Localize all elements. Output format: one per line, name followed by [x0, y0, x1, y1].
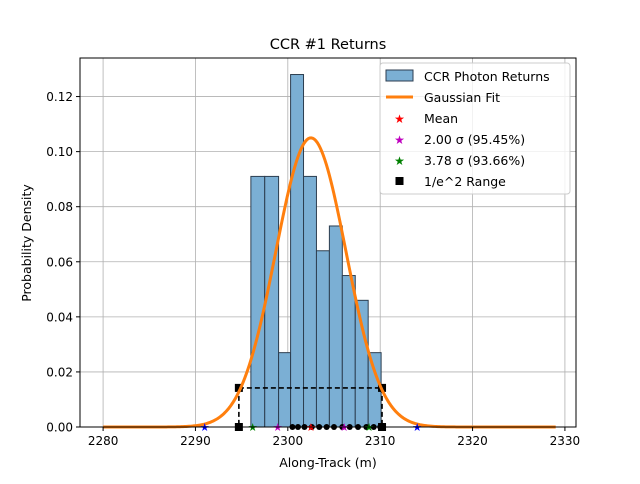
y-axis-label: Probability Density — [19, 184, 34, 302]
legend-swatch-sigma378: ★ — [394, 154, 405, 168]
y-tick-label-2: 0.04 — [46, 310, 73, 324]
histogram-bar-3 — [290, 74, 305, 428]
x-axis-label: Along-Track (m) — [279, 455, 377, 470]
legend-label-e2: 1/e^2 Range — [424, 174, 506, 189]
y-tick-label-1: 0.02 — [46, 365, 73, 379]
legend-swatch-e2 — [395, 177, 404, 185]
legend-label-fit: Gaussian Fit — [424, 90, 500, 105]
x-tick-label-1: 2290 — [180, 434, 211, 448]
legend-swatch-mean: ★ — [394, 112, 405, 126]
histogram-bar-7 — [341, 275, 356, 428]
legend-label-histogram: CCR Photon Returns — [424, 69, 550, 84]
x-tick-label-3: 2310 — [365, 434, 396, 448]
legend-label-mean: Mean — [424, 111, 458, 126]
y-tick-label-6: 0.12 — [46, 90, 73, 104]
histogram-bar-6 — [328, 225, 343, 428]
x-tick-label-2: 2300 — [273, 434, 304, 448]
histogram-bar-0 — [250, 175, 266, 428]
axes — [79, 57, 577, 428]
histogram-bar-5 — [315, 250, 330, 428]
legend-frame — [379, 62, 571, 195]
x-tick-label-5: 2330 — [550, 434, 581, 448]
e2-range-marker-0 — [234, 383, 243, 392]
plot-frame — [79, 57, 577, 428]
legend: CCR Photon Returns Gaussian Fit ★ Mean ★… — [379, 62, 571, 195]
x-tick-label-4: 2320 — [457, 434, 488, 448]
legend-swatch-histogram — [385, 69, 414, 82]
x-tick-label-0: 2280 — [88, 434, 119, 448]
y-tick-label-3: 0.06 — [46, 255, 73, 269]
legend-label-sigma378: 3.78 σ (93.66%) — [424, 153, 525, 168]
histogram-bar-4 — [303, 175, 317, 428]
ticks: 2280 2290 2300 2310 2320 2330 0.00 0.02 0.04 0.06… — [46, 90, 580, 448]
legend-label-sigma2: 2.00 σ (95.45%) — [424, 132, 525, 147]
histogram-bars — [250, 74, 382, 428]
y-tick-label-0: 0.00 — [46, 421, 73, 435]
legend-swatch-sigma2: ★ — [394, 133, 405, 147]
y-tick-label-5: 0.10 — [46, 145, 73, 159]
chart-title: CCR #1 Returns — [270, 37, 387, 53]
histogram-bar-2 — [278, 352, 292, 428]
y-tick-label-4: 0.08 — [46, 200, 73, 214]
